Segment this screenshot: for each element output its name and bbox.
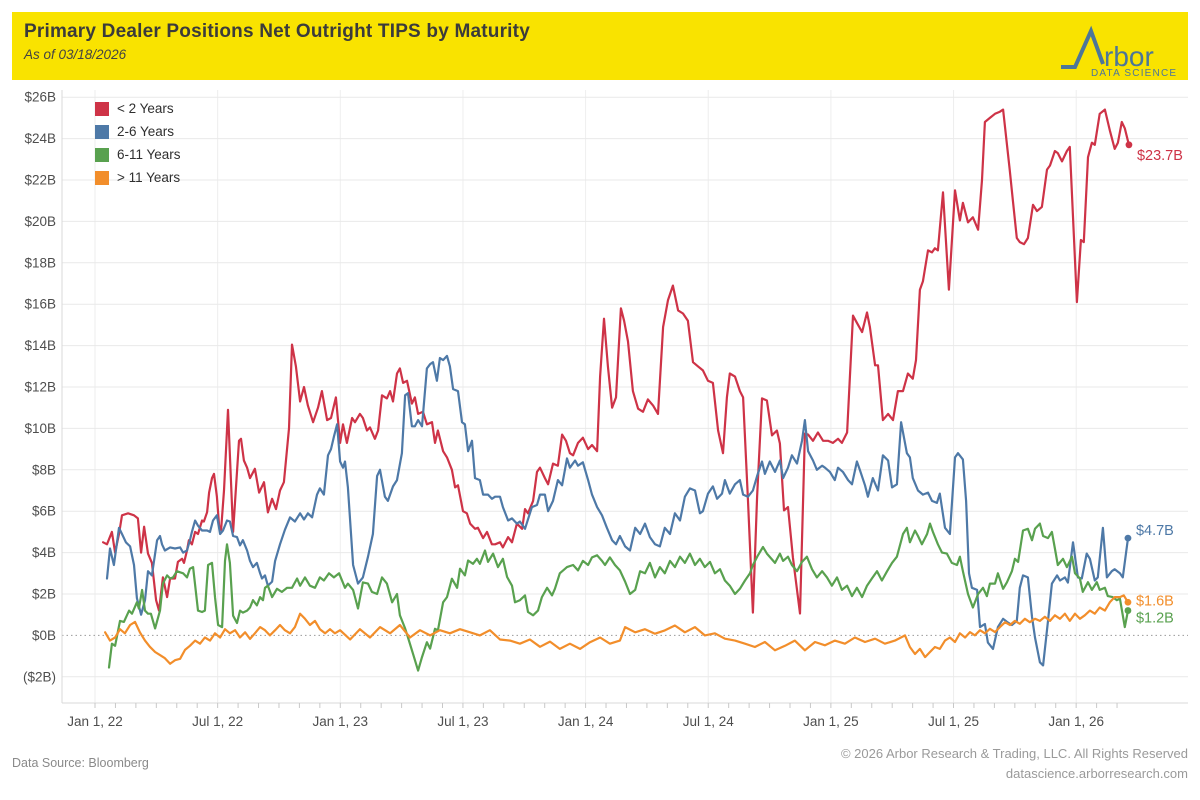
copyright-text: © 2026 Arbor Research & Trading, LLC. Al… — [840, 746, 1188, 761]
legend-label: 2-6 Years — [117, 124, 175, 139]
y-axis-tick-label: $20B — [24, 214, 56, 229]
series-end-label-1: $4.7B — [1136, 523, 1174, 539]
y-axis-tick-label: $8B — [32, 462, 56, 477]
x-axis-tick-label: Jan 1, 26 — [1048, 714, 1104, 729]
footer-credits: © 2026 Arbor Research & Trading, LLC. Al… — [841, 744, 1188, 784]
y-axis-tick-label: ($2B) — [23, 669, 56, 684]
series-end-dot-2 — [1124, 607, 1132, 614]
legend-swatch-icon — [95, 147, 109, 162]
x-axis-tick-label: Jan 1, 23 — [313, 714, 369, 729]
y-axis-tick-label: $18B — [24, 255, 56, 270]
y-axis-tick-label: $0B — [32, 628, 56, 643]
x-axis-tick-label: Jul 1, 23 — [437, 714, 488, 729]
x-axis-tick-label: Jul 1, 24 — [683, 714, 735, 729]
logo-tagline-text: DATA SCIENCE — [1091, 68, 1177, 78]
data-source-note: Data Source: Bloomberg — [12, 756, 149, 770]
y-axis-tick-label: $16B — [24, 297, 56, 312]
mountain-peak-icon — [1061, 25, 1105, 69]
y-axis-tick-label: $14B — [24, 338, 56, 353]
series-end-label-0: $23.7B — [1137, 148, 1183, 164]
series-line-3 — [103, 594, 1130, 665]
legend-item-1[interactable]: 2-6 Years — [95, 120, 181, 143]
as-of-date: As of 03/18/2026 — [24, 47, 127, 62]
series-line-0 — [101, 108, 1131, 615]
legend-label: < 2 Years — [117, 101, 174, 116]
logo-brand-text: rbor — [1104, 41, 1154, 72]
page-title: Primary Dealer Positions Net Outright TI… — [24, 21, 530, 42]
legend-item-2[interactable]: 6-11 Years — [95, 143, 181, 166]
x-axis-tick-label: Jan 1, 24 — [558, 714, 614, 729]
series-line-2 — [107, 522, 1130, 672]
y-axis-tick-label: $12B — [24, 380, 56, 395]
legend-label: > 11 Years — [117, 170, 181, 185]
header-banner: Primary Dealer Positions Net Outright TI… — [12, 12, 1188, 80]
y-axis-tick-label: $26B — [24, 90, 56, 105]
legend-label: 6-11 Years — [117, 147, 181, 162]
series-end-label-3: $1.6B — [1136, 593, 1174, 609]
x-axis-tick-label: Jul 1, 25 — [928, 714, 979, 729]
arbor-logo: rbor DATA SCIENCE — [1061, 25, 1177, 78]
series-line-1 — [105, 354, 1130, 667]
legend-swatch-icon — [95, 101, 109, 116]
website-link[interactable]: datascience.arborresearch.com — [1005, 766, 1188, 781]
x-axis-tick-label: Jan 1, 25 — [803, 714, 859, 729]
series-end-label-2: $1.2B — [1136, 611, 1174, 627]
legend-swatch-icon — [95, 124, 109, 139]
chart-legend: < 2 Years 2-6 Years 6-11 Years > 11 Years — [95, 97, 181, 189]
y-axis-tick-label: $24B — [24, 131, 56, 146]
y-axis-tick-label: $4B — [32, 545, 56, 560]
series-end-dot-3 — [1124, 598, 1132, 606]
y-axis-tick-label: $22B — [24, 173, 56, 188]
series-end-dot-1 — [1124, 534, 1132, 542]
y-axis-tick-label: $2B — [32, 587, 56, 602]
y-axis-tick-label: $6B — [32, 504, 56, 519]
legend-swatch-icon — [95, 170, 109, 185]
legend-item-0[interactable]: < 2 Years — [95, 97, 181, 120]
y-axis-tick-label: $10B — [24, 421, 56, 436]
legend-item-3[interactable]: > 11 Years — [95, 166, 181, 189]
x-axis-tick-label: Jul 1, 22 — [192, 714, 243, 729]
x-axis-tick-label: Jan 1, 22 — [67, 714, 123, 729]
series-end-dot-0 — [1125, 141, 1133, 149]
